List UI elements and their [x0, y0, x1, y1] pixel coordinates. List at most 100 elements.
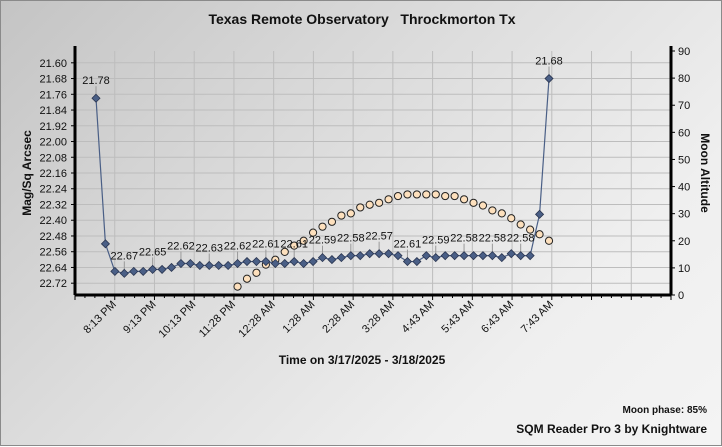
data-label: 22.58 [450, 233, 478, 245]
x-tick-label: 3:28 AM [360, 299, 397, 336]
x-tick-label: 6:43 AM [479, 299, 516, 336]
sqm-point [412, 256, 422, 267]
data-label: 22.61 [394, 239, 422, 251]
y2-tick-label: 20 [678, 236, 690, 248]
x-axis-label: Time on 3/17/2025 - 3/18/2025 [278, 353, 446, 367]
sqm-point [327, 255, 337, 265]
sqm-point [129, 266, 139, 276]
moon-altitude-point [384, 195, 393, 204]
sqm-point [261, 256, 271, 267]
sqm-point [393, 251, 403, 261]
moon-altitude-point [450, 191, 459, 201]
moon-altitude-point [403, 190, 412, 199]
sqm-point [176, 258, 186, 269]
data-label: 22.67 [111, 250, 139, 262]
y-tick-label: 21.60 [39, 58, 67, 70]
y2-tick-label: 10 [678, 263, 690, 275]
y-tick-label: 22.40 [39, 215, 67, 227]
moon-altitude-point [516, 220, 525, 229]
moon-altitude-point [412, 190, 421, 199]
data-label: 22.61 [280, 239, 308, 251]
data-label: 21.68 [535, 56, 563, 68]
sqm-point [534, 209, 545, 219]
y-tick-label: 22.32 [39, 199, 67, 211]
y-tick-label: 22.56 [39, 247, 67, 259]
moon-altitude-point [441, 191, 450, 201]
moon-altitude-point [337, 211, 346, 220]
data-label: 22.57 [365, 231, 393, 243]
moon-altitude-point [469, 198, 478, 207]
x-tick-label: 11:28 PM [197, 299, 238, 340]
y-tick-label: 22.24 [39, 184, 67, 196]
y-tick-label: 22.08 [39, 152, 67, 164]
sqm-point [280, 258, 290, 269]
data-label: 22.62 [167, 241, 195, 253]
sqm-point [119, 268, 129, 278]
moon-altitude-point [375, 198, 384, 207]
moon-altitude-point [488, 206, 497, 215]
y-axis-label: Mag/Sq Arcsec [20, 130, 34, 216]
sqm-point [497, 253, 507, 263]
moon-altitude-point [242, 274, 252, 283]
sqm-point [450, 251, 460, 261]
y2-tick-label: 0 [678, 290, 684, 302]
moon-altitude-point [365, 200, 374, 209]
moon-altitude-point [535, 230, 544, 239]
data-label: 22.58 [507, 233, 535, 245]
moon-altitude-point [299, 236, 308, 245]
sqm-point [299, 258, 309, 269]
sqm-point [516, 251, 526, 261]
sqm-point [383, 249, 394, 259]
sqm-point [506, 249, 516, 259]
y-tick-label: 22.72 [39, 278, 67, 290]
y2-tick-label: 80 [678, 73, 690, 85]
credit: SQM Reader Pro 3 by Knightware [516, 422, 707, 436]
chart-title: Texas Remote Observatory Throckmorton Tx [208, 11, 516, 27]
moon-altitude-point [459, 195, 469, 204]
moon-altitude-point [327, 217, 337, 226]
sqm-point [91, 93, 101, 103]
sqm-point [336, 253, 346, 263]
sqm-point [166, 262, 177, 273]
sqm-point [468, 251, 479, 261]
data-label: 22.65 [139, 246, 167, 258]
y2-tick-label: 70 [678, 100, 690, 112]
sqm-point [544, 73, 554, 84]
x-tick-label: 7:43 AM [519, 299, 556, 336]
sqm-point [223, 260, 233, 271]
moon-altitude-point [422, 190, 431, 199]
moon-altitude-point [431, 190, 440, 199]
y-tick-label: 21.68 [39, 74, 67, 86]
moon-altitude-point [507, 214, 516, 223]
y-tick-label: 22.64 [39, 262, 67, 274]
sqm-point [289, 256, 299, 267]
sqm-point [100, 239, 111, 249]
x-tick-label: 1:28 AM [280, 299, 317, 336]
y2-tick-label: 90 [678, 46, 690, 58]
x-tick-label: 2:28 AM [320, 299, 357, 336]
sqm-point [251, 256, 262, 267]
y-tick-label: 21.92 [39, 121, 67, 133]
sqm-point [317, 253, 328, 263]
data-label: 22.58 [337, 233, 365, 245]
x-tick-label: 4:43 AM [400, 299, 437, 336]
moon-altitude-point [544, 236, 554, 245]
data-label: 22.59 [422, 235, 450, 247]
data-label: 22.62 [224, 241, 252, 253]
sqm-point [478, 251, 488, 261]
moon-altitude-point [497, 209, 506, 218]
x-tick-label: 8:13 PM [81, 299, 118, 336]
y-tick-label: 22.00 [39, 137, 67, 149]
sqm-point [195, 260, 205, 271]
sqm-point [270, 258, 280, 269]
sqm-point [148, 264, 158, 274]
y2-tick-label: 30 [678, 209, 690, 221]
sqm-point [365, 249, 375, 259]
sqm-point [421, 251, 431, 261]
sqm-point [138, 266, 148, 276]
moon-altitude-point [280, 247, 289, 256]
sqm-point [525, 251, 535, 261]
sqm-point [374, 249, 384, 259]
moon-altitude-point [318, 222, 327, 231]
